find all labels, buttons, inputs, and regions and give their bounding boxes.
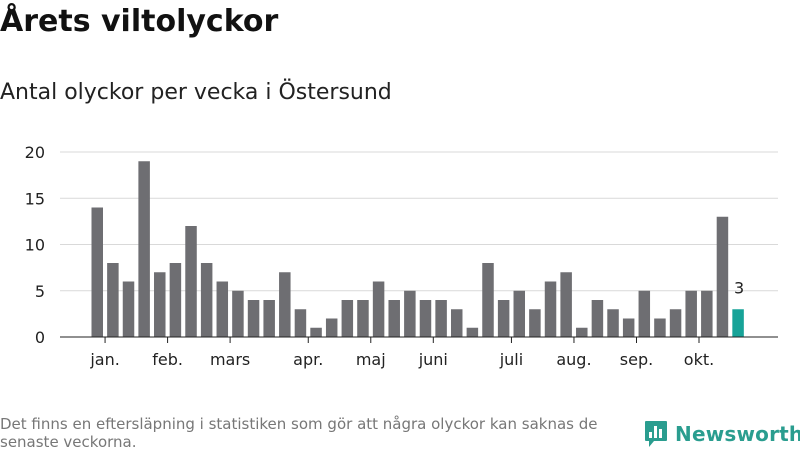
- x-tick-label: juni: [418, 350, 448, 369]
- x-tick-label: jan.: [89, 350, 119, 369]
- footnote: Det finns en eftersläpning i statistiken…: [0, 415, 598, 451]
- x-tick-label: apr.: [293, 350, 323, 369]
- bar-chart-logo-icon: [645, 421, 667, 447]
- bar: [419, 300, 432, 337]
- bar: [388, 300, 400, 337]
- bar: [607, 309, 619, 337]
- bar: [404, 290, 416, 337]
- brand-logo: Newsworthy: [644, 419, 800, 449]
- chart-subtitle: Antal olyckor per vecka i Östersund: [0, 80, 392, 105]
- chart-title: Årets viltolyckor: [0, 4, 279, 39]
- y-tick-label: 15: [25, 189, 45, 208]
- x-tick-label: aug.: [556, 350, 591, 369]
- bar: [716, 216, 729, 337]
- bar: [654, 318, 666, 337]
- bar: [341, 300, 354, 337]
- bar: [560, 272, 572, 337]
- bar: [482, 263, 494, 337]
- bar: [435, 300, 447, 337]
- bar: [185, 226, 197, 337]
- bar: [372, 281, 385, 337]
- bar: [169, 263, 182, 337]
- y-tick-label: 10: [25, 236, 45, 255]
- brand-name: Newsworthy: [675, 422, 800, 446]
- bar: [450, 309, 463, 337]
- highlight-value-label: 3: [734, 278, 744, 297]
- bar-chart: 0 5 10 15 20 3 jan. feb. mars apr. maj juni juli aug.…: [25, 143, 778, 369]
- bar: [466, 327, 479, 337]
- bar: [497, 300, 510, 337]
- bar: [576, 327, 588, 337]
- bar: [216, 281, 229, 337]
- bar: [200, 263, 213, 337]
- x-tick-label: maj: [356, 350, 386, 369]
- x-tick-label: feb.: [152, 350, 183, 369]
- x-tick-label: okt.: [684, 350, 714, 369]
- y-tick-label: 20: [25, 143, 45, 162]
- bar: [591, 300, 604, 337]
- bar: [325, 318, 338, 337]
- bar: [622, 318, 635, 337]
- bar: [107, 263, 119, 337]
- x-tick-label: juli: [499, 350, 523, 369]
- bar: [357, 300, 369, 337]
- bar: [91, 207, 103, 337]
- bar: [138, 161, 150, 337]
- bar: [685, 290, 697, 337]
- bar: [544, 281, 557, 337]
- bar: [263, 300, 275, 337]
- x-tick-label: sep.: [620, 350, 653, 369]
- x-tick-label: mars: [210, 350, 250, 369]
- bar: [701, 290, 713, 337]
- bar: [638, 290, 651, 337]
- bar: [529, 309, 541, 337]
- bar: [669, 309, 682, 337]
- bar-highlight: [732, 309, 744, 337]
- bar: [279, 272, 291, 337]
- bar: [247, 300, 260, 337]
- y-tick-label: 0: [35, 328, 45, 347]
- bar: [122, 281, 135, 337]
- y-tick-label: 5: [35, 282, 45, 301]
- bar: [294, 309, 307, 337]
- bar: [310, 327, 322, 337]
- bar: [513, 290, 526, 337]
- bar: [232, 290, 244, 337]
- bar: [154, 272, 166, 337]
